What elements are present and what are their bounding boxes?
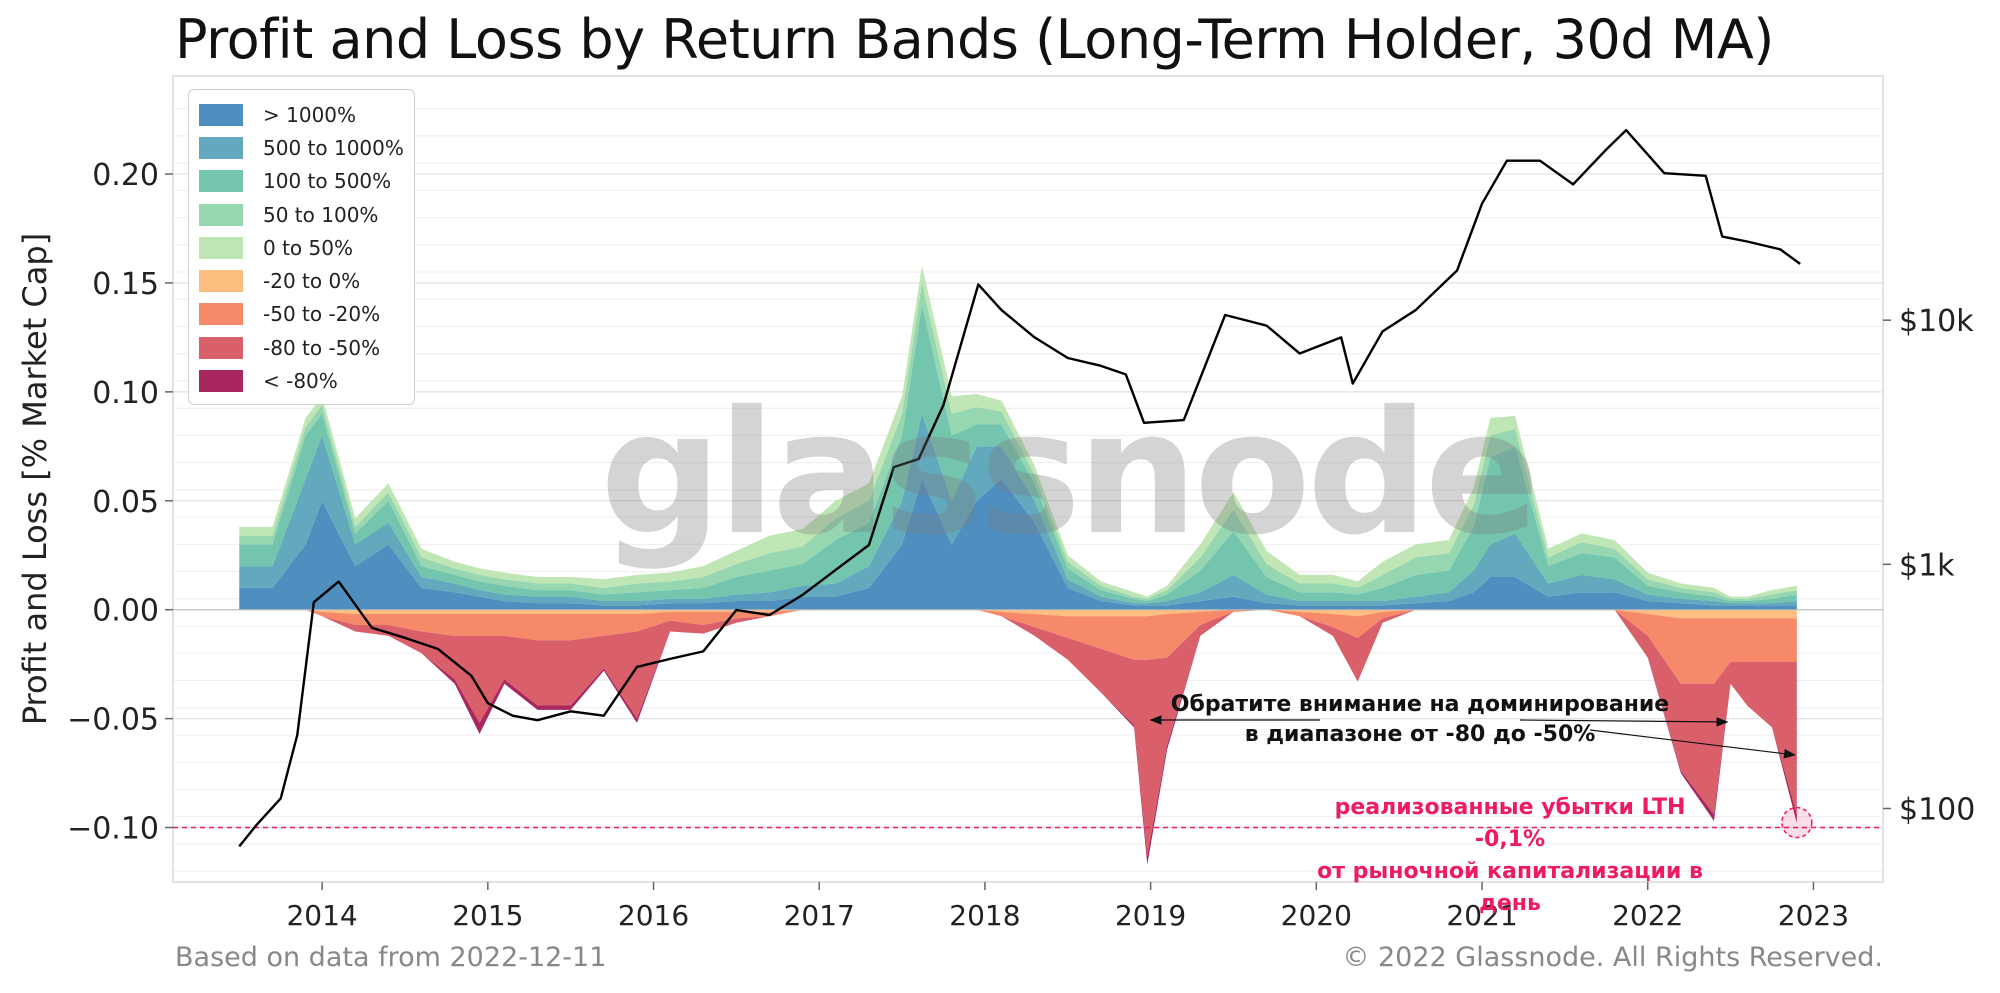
annotation-lth-loss-line1: реализованные убытки LTH -0,1% (1334, 795, 1686, 852)
legend-swatch (199, 303, 243, 326)
legend-swatch (199, 203, 243, 226)
legend-item: 50 to 100% (199, 198, 404, 231)
x-tick-label: 2015 (452, 899, 523, 932)
legend-item: 0 to 50% (199, 231, 404, 264)
legend-swatch (199, 336, 243, 359)
legend-swatch (199, 236, 243, 259)
legend-swatch (199, 370, 243, 393)
legend-label: -20 to 0% (263, 269, 361, 294)
legend-item: < -80% (199, 364, 404, 397)
chart-legend: > 1000% 500 to 1000% 100 to 500% 50 to 100%… (188, 89, 415, 405)
x-tick-label: 2014 (286, 899, 357, 932)
legend-item: -80 to -50% (199, 331, 404, 364)
watermark-text: glassnode (600, 375, 1540, 573)
annotation-note-line2: в диапазоне от -80 до -50% (1244, 722, 1596, 747)
annotation-arrow-2022a (1519, 717, 1729, 727)
x-tick-label: 2020 (1281, 899, 1352, 932)
y-tick-label: 0.20 (92, 158, 159, 193)
footer-copyright: © 2022 Glassnode. All Rights Reserved. (1342, 942, 1883, 973)
legend-swatch (199, 170, 243, 193)
legend-item: 100 to 500% (199, 165, 404, 198)
y-tick-label: −0.10 (67, 812, 159, 847)
legend-label: -80 to -50% (263, 335, 381, 360)
y-tick-label: 0.10 (92, 376, 159, 411)
legend-label: 50 to 100% (263, 202, 379, 227)
price-tick-label: $10k (1899, 304, 1974, 339)
highlight-circle (1781, 806, 1813, 839)
y-tick-label: −0.05 (67, 703, 159, 738)
legend-label: -50 to -20% (263, 302, 381, 327)
annotation-lth-loss: реализованные убытки LTH -0,1% от рыночн… (1300, 792, 1720, 920)
x-tick-label: 2021 (1446, 899, 1517, 932)
legend-label: 500 to 1000% (263, 135, 404, 160)
area-series-6 (239, 609, 1797, 619)
legend-swatch (199, 270, 243, 293)
x-tick-label: 2016 (618, 899, 689, 932)
price-line (238, 128, 1801, 848)
y-tick-label: 0.00 (92, 594, 159, 629)
legend-label: > 1000% (263, 102, 357, 127)
y-tick-label: 0.15 (92, 267, 159, 302)
annotation-note-line1: Обратите внимание на доминирование (1170, 692, 1670, 717)
x-tick-label: 2023 (1778, 899, 1849, 932)
area-series-7 (239, 609, 1797, 684)
legend-label: 0 to 50% (263, 235, 353, 260)
annotation-lth-loss-line2: от рыночной капитализации в день (1317, 859, 1703, 916)
x-tick-label: 2018 (949, 899, 1020, 932)
annotation-note: Обратите внимание на доминирование в диа… (1170, 690, 1670, 750)
area-series-3 (239, 304, 1797, 604)
y-axis-label: Profit and Loss [% Market Cap] (16, 233, 54, 725)
annotation-arrow-2022b (1589, 729, 1797, 759)
page-title: Profit and Loss by Return Bands (Long-Te… (175, 8, 1774, 71)
x-tick-label: 2017 (784, 899, 855, 932)
price-tick-label: $1k (1899, 548, 1955, 583)
area-series-1 (239, 479, 1797, 610)
area-series-8 (239, 609, 1797, 856)
legend-label: < -80% (263, 369, 338, 394)
legend-item: 500 to 1000% (199, 131, 404, 164)
x-tick-label: 2019 (1115, 899, 1186, 932)
x-tick-label: 2022 (1612, 899, 1683, 932)
legend-swatch (199, 103, 243, 126)
footer-source: Based on data from 2022-12-11 (175, 942, 607, 973)
legend-swatch (199, 136, 243, 159)
legend-item: > 1000% (199, 98, 404, 131)
legend-item: -20 to 0% (199, 264, 404, 297)
legend-label: 100 to 500% (263, 169, 392, 194)
price-tick-label: $100 (1899, 792, 1975, 827)
y-tick-label: 0.05 (92, 485, 159, 520)
legend-item: -50 to -20% (199, 298, 404, 331)
